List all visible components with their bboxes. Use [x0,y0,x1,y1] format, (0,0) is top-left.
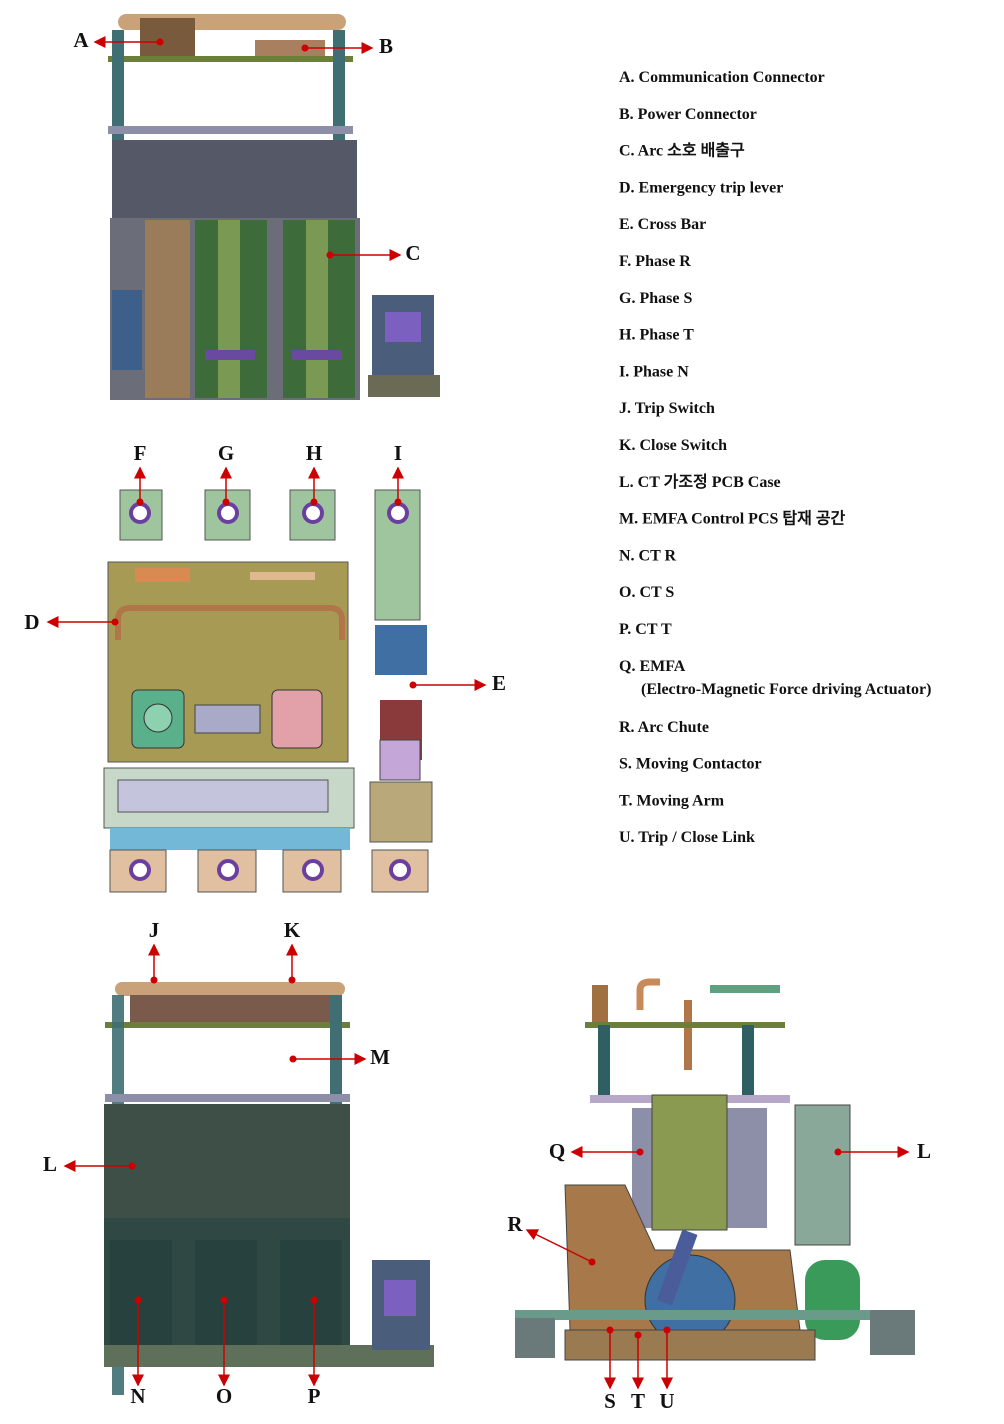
callout-dot [588,1258,596,1266]
callout-label: L [917,1139,931,1163]
callout-dot [636,1148,644,1156]
callouts: A B C D E F G H I J K M L N O P Q L R S T U [24,28,931,1413]
callout-dot [663,1326,671,1334]
legend-item: A. Communication Connector [619,69,825,86]
callout-dot [834,1148,842,1156]
callout-label: A [73,28,89,52]
legend-item: K. Close Switch [619,437,727,454]
legend-item: J. Trip Switch [619,400,715,417]
callout-label: C [405,241,420,265]
callout-dot [111,618,119,626]
callout-dot [409,681,417,689]
legend-item: Q. EMFA [619,658,686,675]
callout-label: I [394,441,402,465]
callout-label: O [216,1384,232,1408]
callout-dot [150,976,158,984]
callout-dot [289,1055,297,1063]
callout-dot [394,498,402,506]
callout-label: U [659,1389,674,1413]
callout-label: S [604,1389,616,1413]
legend-item: N. CT R [619,547,676,564]
callout-label: M [370,1045,390,1069]
legend-item: O. CT S [619,584,674,601]
legend-item: G. Phase S [619,290,692,307]
legend-item: C. Arc 소호 배출구 [619,142,745,160]
side-view [515,978,915,1361]
callout-label: G [218,441,234,465]
callout-label: R [507,1212,523,1236]
legend-item: H. Phase T [619,327,694,344]
callout-label: J [149,918,160,942]
callout-dot [128,1162,136,1170]
callout-dot [310,498,318,506]
legend-item: B. Power Connector [619,106,757,123]
callout-label: F [134,441,147,465]
callout-dot [606,1326,614,1334]
callout-label: H [306,441,322,465]
callout-label: D [24,610,39,634]
callout-dot [288,976,296,984]
callout-label: Q [549,1139,565,1163]
legend-item: E. Cross Bar [619,216,706,233]
legend-item: R. Arc Chute [619,719,709,736]
legend: A. Communication Connector B. Power Conne… [619,69,931,846]
legend-item: T. Moving Arm [619,792,725,809]
callout-dot [301,44,309,52]
legend-item: S. Moving Contactor [619,756,762,773]
callout-label: B [379,34,393,58]
legend-item: P. CT T [619,621,672,638]
legend-item: M. EMFA Control PCS 탑재 공간 [619,509,846,528]
callout-dot [134,1296,142,1304]
callout-label: P [308,1384,321,1408]
callout-label: E [492,671,506,695]
callout-label: L [43,1152,57,1176]
callout-dot [634,1331,642,1339]
front-view [103,489,433,893]
callout-dot [136,498,144,506]
callout-dot [310,1296,318,1304]
legend-item: U. Trip / Close Link [619,829,755,846]
legend-item: D. Emergency trip lever [619,179,783,196]
legend-item: L. CT 가조정 PCB Case [619,473,781,491]
callout-dot [156,38,164,46]
callout-label: N [130,1384,145,1408]
callout-label: K [284,918,301,942]
callout-dot [222,498,230,506]
callout-label: T [631,1389,645,1413]
callout-dot [326,251,334,259]
legend-item: I. Phase N [619,363,689,380]
callout-dot [220,1296,228,1304]
legend-note: (Electro-Magnetic Force driving Actuator… [641,681,931,698]
rear-view [104,982,434,1395]
legend-item: F. Phase R [619,253,691,270]
top-view [108,14,440,400]
callout-arrow [525,1229,593,1263]
